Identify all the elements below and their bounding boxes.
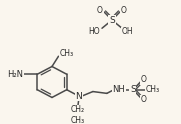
Text: HO: HO bbox=[88, 27, 100, 36]
Text: S: S bbox=[130, 85, 136, 94]
Text: OH: OH bbox=[121, 27, 133, 36]
Text: O: O bbox=[141, 95, 147, 104]
Text: CH₃: CH₃ bbox=[71, 116, 85, 124]
Text: CH₂: CH₂ bbox=[71, 105, 85, 114]
Text: H₂N: H₂N bbox=[7, 70, 23, 79]
Text: CH₃: CH₃ bbox=[146, 85, 160, 94]
Text: S: S bbox=[109, 16, 115, 25]
Text: O: O bbox=[97, 6, 103, 15]
Text: CH₃: CH₃ bbox=[60, 49, 74, 58]
Text: NH: NH bbox=[112, 85, 125, 94]
Text: N: N bbox=[75, 92, 82, 101]
Text: O: O bbox=[141, 75, 147, 84]
Text: O: O bbox=[121, 6, 127, 15]
